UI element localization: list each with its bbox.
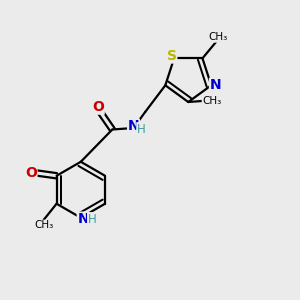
- Text: CH₃: CH₃: [34, 220, 53, 230]
- Text: S: S: [167, 49, 177, 63]
- Text: N: N: [128, 119, 139, 133]
- Text: CH₃: CH₃: [202, 95, 221, 106]
- Text: N: N: [77, 212, 89, 226]
- Text: CH₃: CH₃: [208, 32, 228, 42]
- Text: O: O: [25, 166, 37, 180]
- Text: N: N: [210, 78, 221, 92]
- Text: O: O: [92, 100, 104, 114]
- Text: H: H: [137, 123, 146, 136]
- Text: H: H: [88, 213, 96, 226]
